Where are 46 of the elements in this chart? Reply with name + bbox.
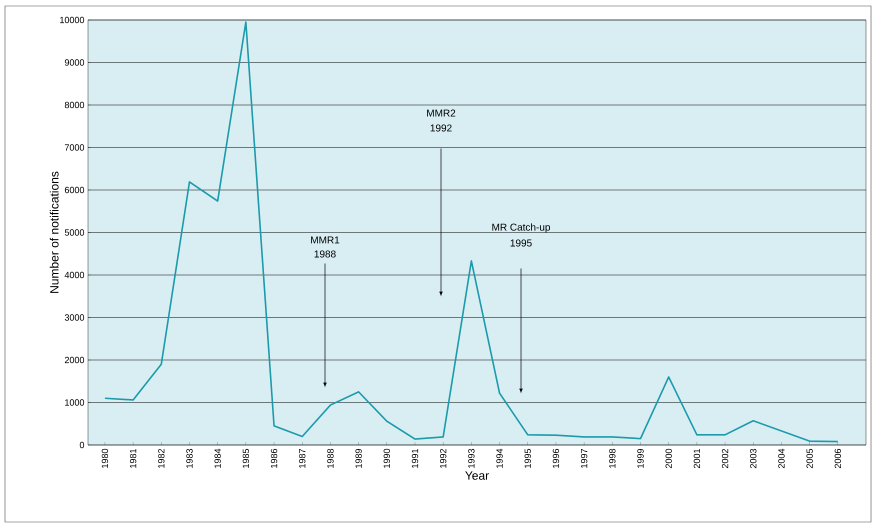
x-tick-label: 2000 xyxy=(666,448,672,468)
x-tick-label: 1980 xyxy=(102,448,108,468)
x-tick-label: 2002 xyxy=(722,448,728,468)
x-tick-label: 1988 xyxy=(327,448,334,468)
x-tick-label: 1999 xyxy=(637,448,644,468)
x-tick-label: 1989 xyxy=(355,448,362,468)
y-tick-label: 0 xyxy=(80,442,84,448)
x-tick-label: 1990 xyxy=(384,448,390,468)
x-tick-label: 1986 xyxy=(270,448,278,468)
y-tick-label: 10000 xyxy=(60,16,84,24)
annotation: 1992 xyxy=(430,124,452,132)
annotation: 1995 xyxy=(510,239,532,247)
x-tick-label: 2006 xyxy=(834,448,842,468)
y-tick-label: 8000 xyxy=(64,102,84,108)
x-tick-label: 1981 xyxy=(130,448,136,468)
annotation: MMR1 xyxy=(311,236,340,244)
y-tick-label: 2000 xyxy=(64,356,84,364)
annotation: MR Catch-up xyxy=(492,223,550,233)
y-tick-label: 4000 xyxy=(64,272,84,278)
x-tick-label: 2003 xyxy=(750,448,756,468)
y-tick-label: 7000 xyxy=(64,144,84,151)
y-tick-label: 9000 xyxy=(64,59,84,66)
x-tick-label: 1993 xyxy=(468,448,475,468)
x-tick-label: 1996 xyxy=(552,448,560,468)
y-tick-label: 5000 xyxy=(64,229,84,236)
x-axis-title: Year xyxy=(465,471,489,480)
x-tick-label: 1985 xyxy=(242,448,250,468)
x-tick-label: 1991 xyxy=(412,448,418,468)
x-tick-label: 1984 xyxy=(214,448,221,468)
x-tick-label: 1998 xyxy=(609,448,616,468)
x-tick-label: 1997 xyxy=(580,448,588,468)
x-tick-label: 1982 xyxy=(158,448,164,468)
x-tick-label: 2005 xyxy=(806,448,813,468)
y-tick-label: 6000 xyxy=(64,186,84,194)
annotation: MMR2 xyxy=(427,110,456,116)
y-axis-title: Number of notifications xyxy=(50,172,59,293)
y-tick-label: 3000 xyxy=(64,314,84,321)
x-tick-label: 1992 xyxy=(440,448,446,468)
x-tick-label: 2001 xyxy=(694,448,700,468)
x-tick-label: 2004 xyxy=(778,448,785,468)
x-tick-label: 1987 xyxy=(299,448,306,468)
x-tick-label: 1994 xyxy=(496,448,503,468)
annotation: 1988 xyxy=(314,250,336,258)
x-tick-label: 1995 xyxy=(524,448,531,468)
x-tick-label: 1983 xyxy=(186,448,193,468)
y-tick-label: 1000 xyxy=(65,399,84,406)
